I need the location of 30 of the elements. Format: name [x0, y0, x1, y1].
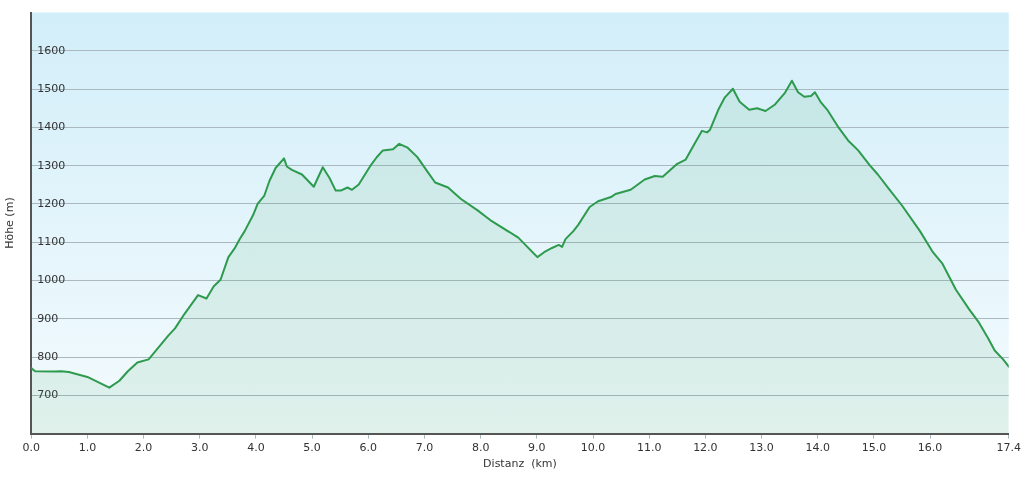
x-tick-label: 2.0 — [134, 441, 153, 455]
x-tick-label: 6.0 — [359, 441, 378, 455]
x-tick-label: 3.0 — [190, 441, 209, 455]
x-tick-label: 12.0 — [693, 441, 718, 455]
y-tick-label: 700 — [37, 388, 59, 402]
x-tick-label: 4.0 — [247, 441, 265, 455]
y-tick-label: 900 — [37, 311, 59, 325]
y-tick-label: 1300 — [37, 158, 66, 172]
x-tick-label: 8.0 — [471, 441, 490, 455]
x-tick-label: 13.0 — [749, 441, 774, 455]
x-tick-label: 11.0 — [636, 441, 662, 455]
x-tick-label: 1.0 — [78, 441, 97, 455]
x-tick-label: 5.0 — [303, 441, 321, 455]
x-tick-label: 0.0 — [22, 441, 40, 455]
x-tick-label: 15.0 — [861, 441, 887, 455]
y-axis-title: Höhe (m) — [3, 197, 17, 249]
x-tick-label: 17.4 — [996, 441, 1021, 455]
y-tick-label: 800 — [37, 349, 59, 363]
y-tick-label: 1400 — [37, 120, 66, 134]
x-tick-label: 10.0 — [580, 441, 606, 455]
y-tick-label: 1200 — [37, 196, 66, 210]
x-tick-label: 16.0 — [917, 441, 943, 455]
y-tick-label: 1000 — [37, 273, 66, 287]
y-tick-label: 1100 — [37, 235, 66, 249]
x-tick-label: 7.0 — [415, 441, 434, 455]
y-tick-label: 1500 — [37, 82, 66, 95]
x-tick-label: 9.0 — [528, 441, 546, 455]
y-tick-label: 1600 — [37, 43, 66, 57]
x-tick-label: 14.0 — [805, 441, 830, 455]
x-axis-title: Distanz (km) — [483, 457, 557, 471]
